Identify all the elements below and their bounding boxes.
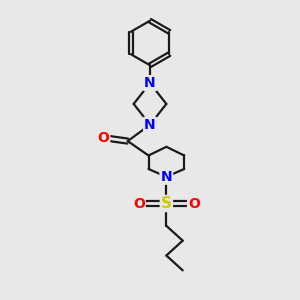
Text: N: N bbox=[144, 76, 156, 90]
Text: O: O bbox=[188, 196, 200, 211]
Text: N: N bbox=[144, 118, 156, 132]
Text: O: O bbox=[98, 131, 109, 145]
Text: N: N bbox=[160, 170, 172, 184]
Text: S: S bbox=[161, 196, 172, 211]
Text: O: O bbox=[133, 196, 145, 211]
